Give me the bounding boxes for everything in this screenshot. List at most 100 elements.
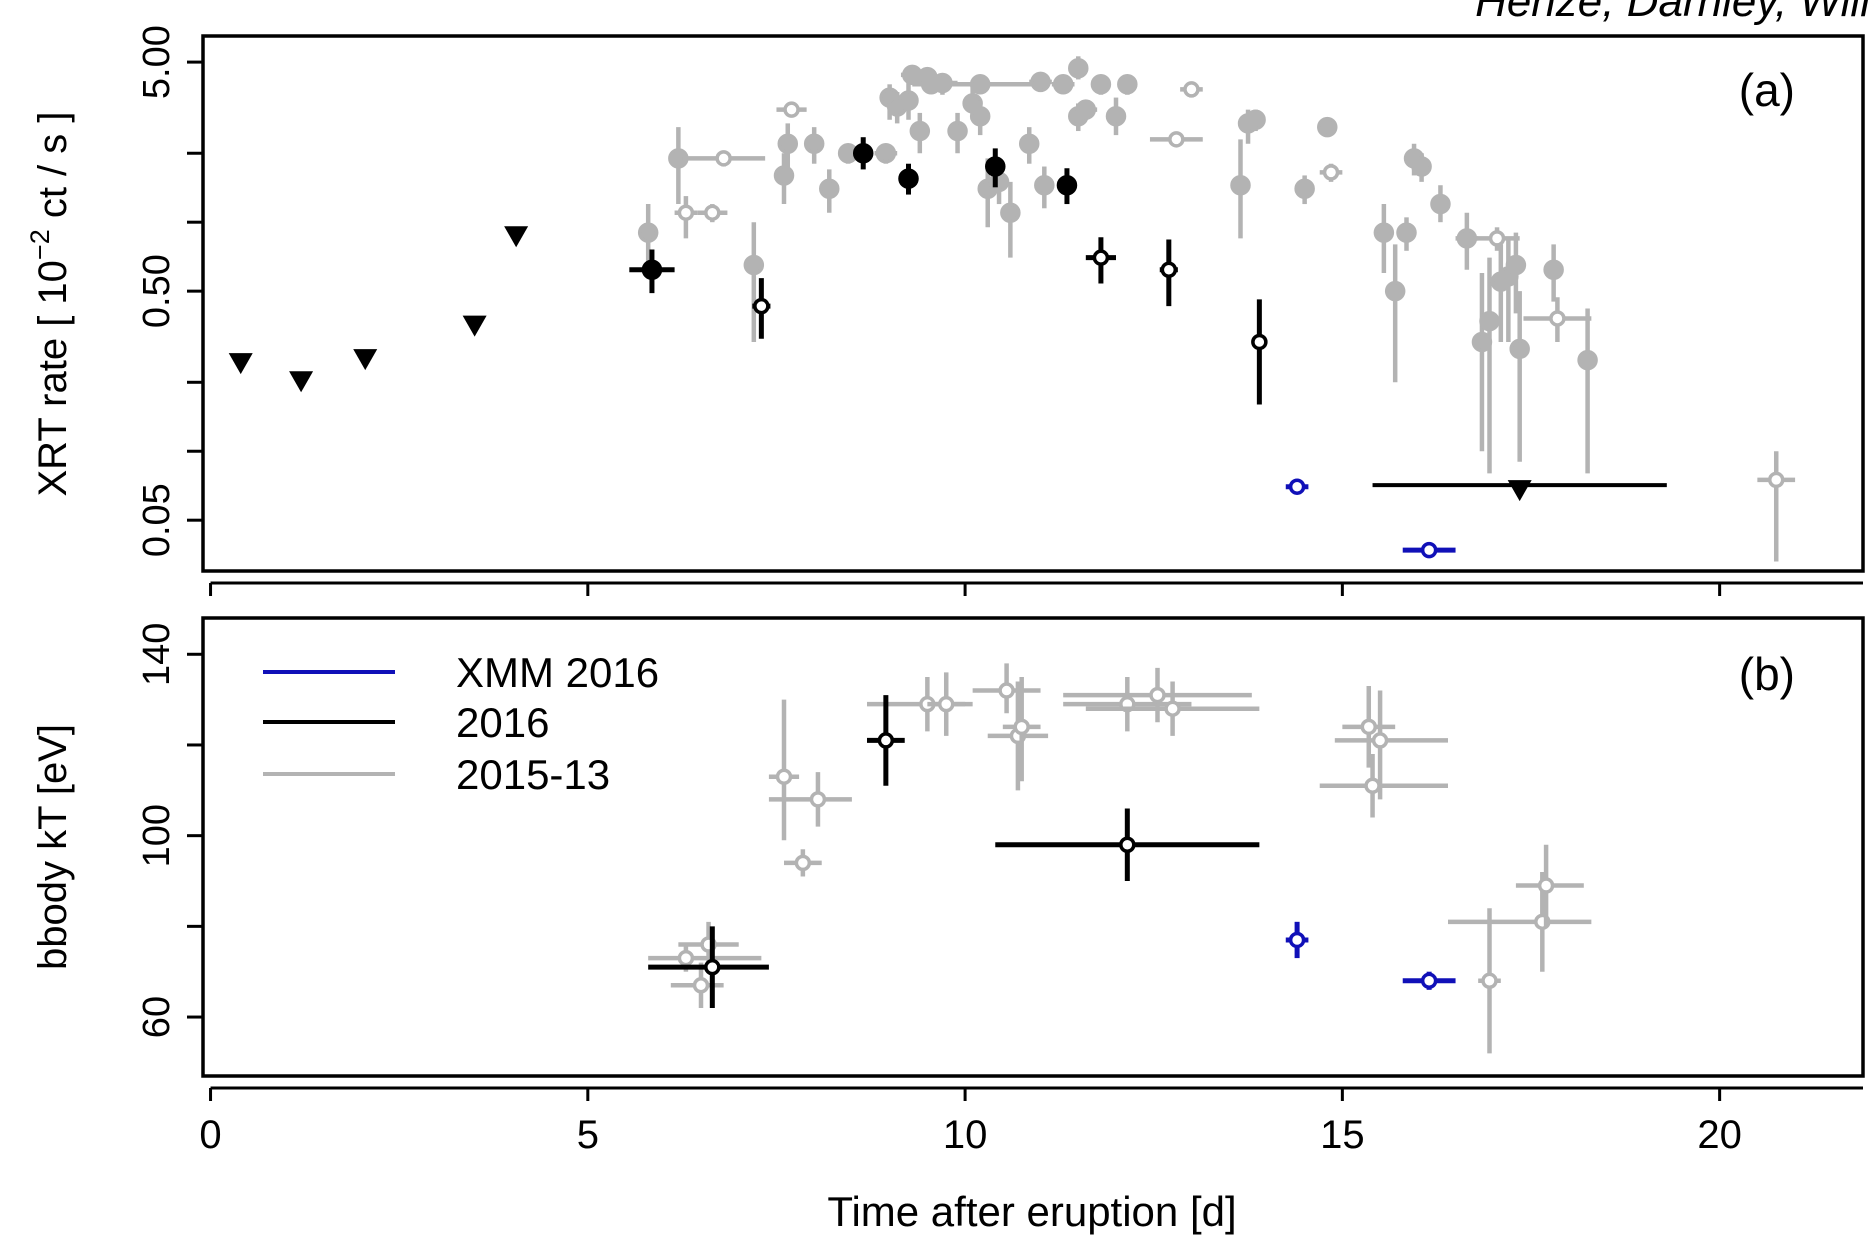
point-xmm-2016-1: [1420, 541, 1438, 559]
point-2015-13-47: [1384, 280, 1406, 302]
point-2015-13-51: [1430, 193, 1451, 215]
point-2015-13-62: [1577, 349, 1598, 371]
panel-b-x-axis: 0 5 10 15 20: [199, 1086, 1863, 1157]
panel-a-ytick-label-0p5: 0.50: [136, 254, 178, 328]
x-axis-label: Time after eruption [d]: [827, 1188, 1236, 1235]
point-2015-13-0: [637, 222, 659, 243]
kt-point-2015-13-1: [692, 977, 710, 994]
kt-point-xmm-2016-0: [1288, 931, 1306, 949]
point-2016-0: [641, 259, 663, 280]
point-2015-13-34: [1075, 99, 1097, 120]
point-2015-13-46: [1373, 222, 1395, 243]
panel-a-data: [228, 56, 1796, 562]
x-tick-label-10: 10: [943, 1113, 988, 1157]
point-2015-13-45: [1322, 164, 1340, 181]
upper-limit-4: [504, 226, 529, 248]
point-2016-4: [985, 156, 1006, 177]
kt-series-xmm-2016: [1285, 921, 1456, 990]
legend: XMM 2016 2016 2015-13: [263, 649, 659, 798]
panel-b-y-label: bbody kT [eV]: [31, 724, 75, 970]
point-2015-13-23: [969, 74, 991, 95]
kt-point-2016-2: [1119, 836, 1136, 853]
point-2016-3: [898, 168, 919, 189]
point-2015-13-3: [704, 204, 721, 221]
point-2015-13-2: [677, 204, 695, 221]
kt-point-2015-13-5: [809, 791, 827, 808]
panel-a-frame: [201, 34, 1865, 573]
panel-b: 60 100 140 0 5 10 15 20 (b) bbody kT [eV] Time…: [31, 616, 1865, 1235]
kt-point-2015-13-7: [937, 695, 955, 713]
point-2015-13-6: [773, 165, 795, 186]
kt-point-2015-13-0: [677, 949, 695, 967]
point-2015-13-31: [1052, 74, 1074, 95]
kt-point-2015-13-12: [1149, 686, 1166, 704]
x-tick-label-20: 20: [1697, 1113, 1742, 1157]
kt-point-2015-13-13: [1164, 700, 1181, 717]
point-2016-1: [753, 297, 770, 315]
point-2015-13-36: [1105, 106, 1127, 127]
kt-series-2016: [648, 695, 1260, 1008]
point-2015-13-29: [1030, 71, 1051, 93]
point-2016-5: [1056, 174, 1078, 196]
panel-a-label: (a): [1739, 64, 1795, 116]
kt-point-2015-13-3: [775, 768, 793, 785]
panel-b-y-axis: 60 100 140: [136, 623, 203, 1038]
point-2016-2: [852, 142, 874, 164]
kt-point-2015-13-16: [1371, 732, 1389, 749]
kt-point-2016-0: [704, 958, 721, 976]
point-2015-13-54: [1479, 310, 1500, 332]
kt-point-2015-13-14: [1360, 718, 1378, 736]
point-2015-13-30: [1034, 174, 1055, 196]
point-2015-13-55: [1488, 230, 1506, 247]
upper-limit-2: [353, 349, 378, 371]
x-tick-label-15: 15: [1320, 1113, 1365, 1157]
point-2015-13-17: [909, 120, 931, 142]
legend-label-2015-13: 2015-13: [456, 751, 610, 798]
point-2015-13-5: [743, 254, 765, 276]
kt-point-xmm-2016-1: [1420, 972, 1438, 990]
point-2015-13-44: [1317, 116, 1338, 138]
point-2015-13-28: [1018, 133, 1040, 155]
point-2015-13-12: [875, 142, 897, 164]
point-2016-6: [1092, 249, 1110, 266]
point-2015-13-35: [1090, 74, 1112, 95]
point-2015-13-21: [947, 120, 968, 142]
point-2015-13-60: [1543, 259, 1564, 280]
upper-limit-5: [1507, 480, 1532, 502]
upper-limit-1: [289, 371, 314, 393]
point-2015-13-4: [715, 150, 732, 167]
kt-point-2015-13-10: [1013, 718, 1030, 736]
point-2015-13-61: [1549, 310, 1566, 327]
kt-series-2015-13: [648, 663, 1592, 1054]
point-xmm-2016-0: [1288, 478, 1306, 495]
point-2015-13-15: [898, 90, 919, 111]
panel-b-ytick-label-60: 60: [136, 996, 178, 1038]
point-2016-8: [1251, 333, 1268, 351]
point-2015-13-50: [1411, 156, 1432, 177]
point-2015-13-37: [1117, 74, 1138, 95]
point-2015-13-7: [777, 133, 799, 155]
panel-a: 0.05 0.50 5.00 (a) XRT rate [ 10−2 ct / s …: [25, 25, 1865, 596]
series-xmm-2016: [1285, 478, 1456, 559]
point-2015-13-8: [783, 101, 800, 118]
point-2015-13-59: [1509, 338, 1530, 360]
point-2015-13-39: [1183, 81, 1200, 98]
point-2015-13-58: [1505, 254, 1527, 276]
point-2015-13-43: [1294, 178, 1315, 199]
point-2015-13-38: [1168, 131, 1185, 148]
legend-label-xmm: XMM 2016: [456, 649, 659, 696]
point-2015-13-52: [1456, 228, 1478, 249]
panel-b-ytick-label-100: 100: [136, 804, 178, 867]
point-2015-13-48: [1396, 222, 1417, 243]
x-tick-label-5: 5: [577, 1113, 599, 1157]
panel-b-frame: [201, 616, 1865, 1078]
series-2016: [629, 137, 1268, 405]
upper-limit-0: [228, 353, 253, 375]
panel-b-ytick-label-140: 140: [136, 623, 178, 686]
kt-point-2016-1: [877, 732, 895, 749]
kt-point-2015-13-15: [1364, 777, 1381, 795]
panel-a-ytick-label-0p05: 0.05: [136, 483, 178, 557]
panel-b-data: [648, 663, 1592, 1054]
upper-limit-3: [462, 315, 487, 337]
panel-b-label: (b): [1739, 648, 1795, 700]
